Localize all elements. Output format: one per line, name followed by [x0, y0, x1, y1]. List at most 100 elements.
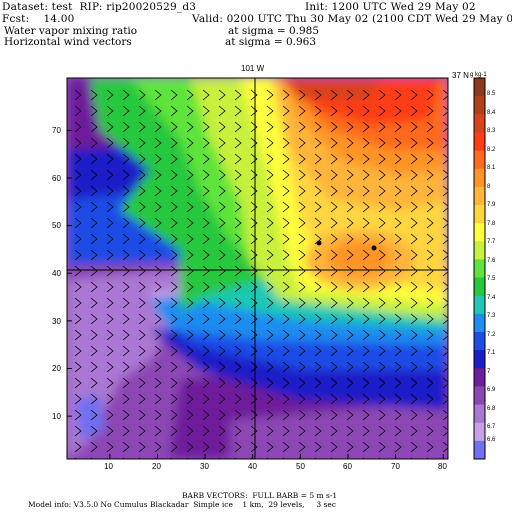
- wind-barb: [314, 345, 322, 357]
- wind-barb: [234, 297, 242, 309]
- x-tick-label: 60: [343, 462, 352, 471]
- wind-barb: [378, 377, 386, 389]
- wind-barb: [218, 361, 226, 373]
- wind-barb: [138, 201, 146, 213]
- wind-barb: [346, 281, 354, 293]
- wind-barb: [218, 217, 226, 229]
- colorbar-level-label: 7.1: [487, 350, 496, 356]
- wind-barb: [170, 201, 178, 213]
- wind-barb: [234, 89, 242, 101]
- wind-barb: [442, 345, 448, 357]
- wind-barb: [362, 425, 370, 437]
- wind-barb: [106, 121, 114, 133]
- wind-barb: [154, 89, 162, 101]
- wind-barb: [426, 265, 434, 277]
- y-tick-label: 40: [52, 269, 61, 278]
- wind-barb: [234, 137, 242, 149]
- wind-barb: [330, 89, 338, 101]
- wind-barb: [298, 281, 306, 293]
- wind-barb: [410, 121, 418, 133]
- wind-barb: [218, 393, 226, 405]
- x-tick-label: 80: [438, 462, 447, 471]
- wind-barb: [282, 377, 290, 389]
- wind-barb: [154, 425, 162, 437]
- wind-barb: [314, 185, 322, 197]
- wind-barb: [426, 153, 434, 165]
- wind-barb: [266, 377, 274, 389]
- wind-barb: [426, 281, 434, 293]
- wind-barb: [202, 233, 210, 245]
- wind-barb: [122, 297, 130, 309]
- wind-barb: [442, 89, 448, 101]
- wind-barb: [410, 393, 418, 405]
- colorbar-level-label: 7.5: [487, 276, 496, 282]
- wind-barb: [410, 425, 418, 437]
- wind-barb: [282, 393, 290, 405]
- wind-barb: [314, 201, 322, 213]
- wind-barb: [410, 361, 418, 373]
- wind-barb: [234, 425, 242, 437]
- wind-barb: [266, 217, 274, 229]
- colorbar-level-label: 8.2: [487, 147, 496, 153]
- wind-barb: [202, 409, 210, 421]
- wind-barb: [138, 137, 146, 149]
- wind-barb: [314, 121, 322, 133]
- wind-barb: [186, 409, 194, 421]
- wind-barb: [106, 201, 114, 213]
- wind-barb: [394, 393, 402, 405]
- wind-barb: [250, 105, 258, 117]
- wind-barb: [154, 329, 162, 341]
- wind-barb: [138, 377, 146, 389]
- y-tick-label: 30: [52, 317, 61, 326]
- wind-barb: [90, 281, 98, 293]
- wind-barb: [442, 313, 448, 325]
- wind-barb: [298, 409, 306, 421]
- wind-barb: [170, 217, 178, 229]
- wind-barb: [282, 169, 290, 181]
- wind-barb: [106, 217, 114, 229]
- wind-barb: [154, 265, 162, 277]
- wind-barb: [378, 297, 386, 309]
- wind-barb: [266, 345, 274, 357]
- wind-barb: [378, 153, 386, 165]
- wind-barb: [410, 89, 418, 101]
- wind-barb: [346, 153, 354, 165]
- wind-barb: [234, 105, 242, 117]
- wind-barb: [186, 441, 194, 453]
- y-tick-label: 20: [52, 364, 61, 373]
- colorbar-swatch: [474, 350, 485, 369]
- wind-barb: [378, 409, 386, 421]
- latitude-line-label: 37 N: [452, 71, 469, 80]
- wind-barb: [282, 185, 290, 197]
- wind-barb: [106, 137, 114, 149]
- wind-barb: [330, 233, 338, 245]
- colorbar-level-label: 7.2: [487, 332, 496, 338]
- wind-barb: [90, 265, 98, 277]
- wind-barb: [90, 361, 98, 373]
- wind-barb: [170, 89, 178, 101]
- wind-barb: [74, 297, 82, 309]
- wind-barb: [74, 265, 82, 277]
- wind-barb: [442, 233, 448, 245]
- wind-barb: [74, 185, 82, 197]
- wind-barb: [282, 329, 290, 341]
- wind-barb: [282, 137, 290, 149]
- wind-barb: [346, 377, 354, 389]
- wind-barb: [378, 265, 386, 277]
- wind-barb: [170, 153, 178, 165]
- wind-barb: [106, 233, 114, 245]
- wind-barb: [138, 217, 146, 229]
- field1-name: Water vapor mixing ratio: [4, 25, 138, 37]
- wind-barb: [74, 137, 82, 149]
- x-tick-label: 50: [296, 462, 305, 471]
- wind-barb: [394, 313, 402, 325]
- wind-barb: [298, 345, 306, 357]
- wind-barb: [442, 393, 448, 405]
- wind-barb: [90, 233, 98, 245]
- wind-barb: [282, 281, 290, 293]
- wind-barb: [170, 313, 178, 325]
- wind-barb: [122, 233, 130, 245]
- wind-barb: [186, 361, 194, 373]
- wind-barb: [218, 329, 226, 341]
- wind-barb: [426, 377, 434, 389]
